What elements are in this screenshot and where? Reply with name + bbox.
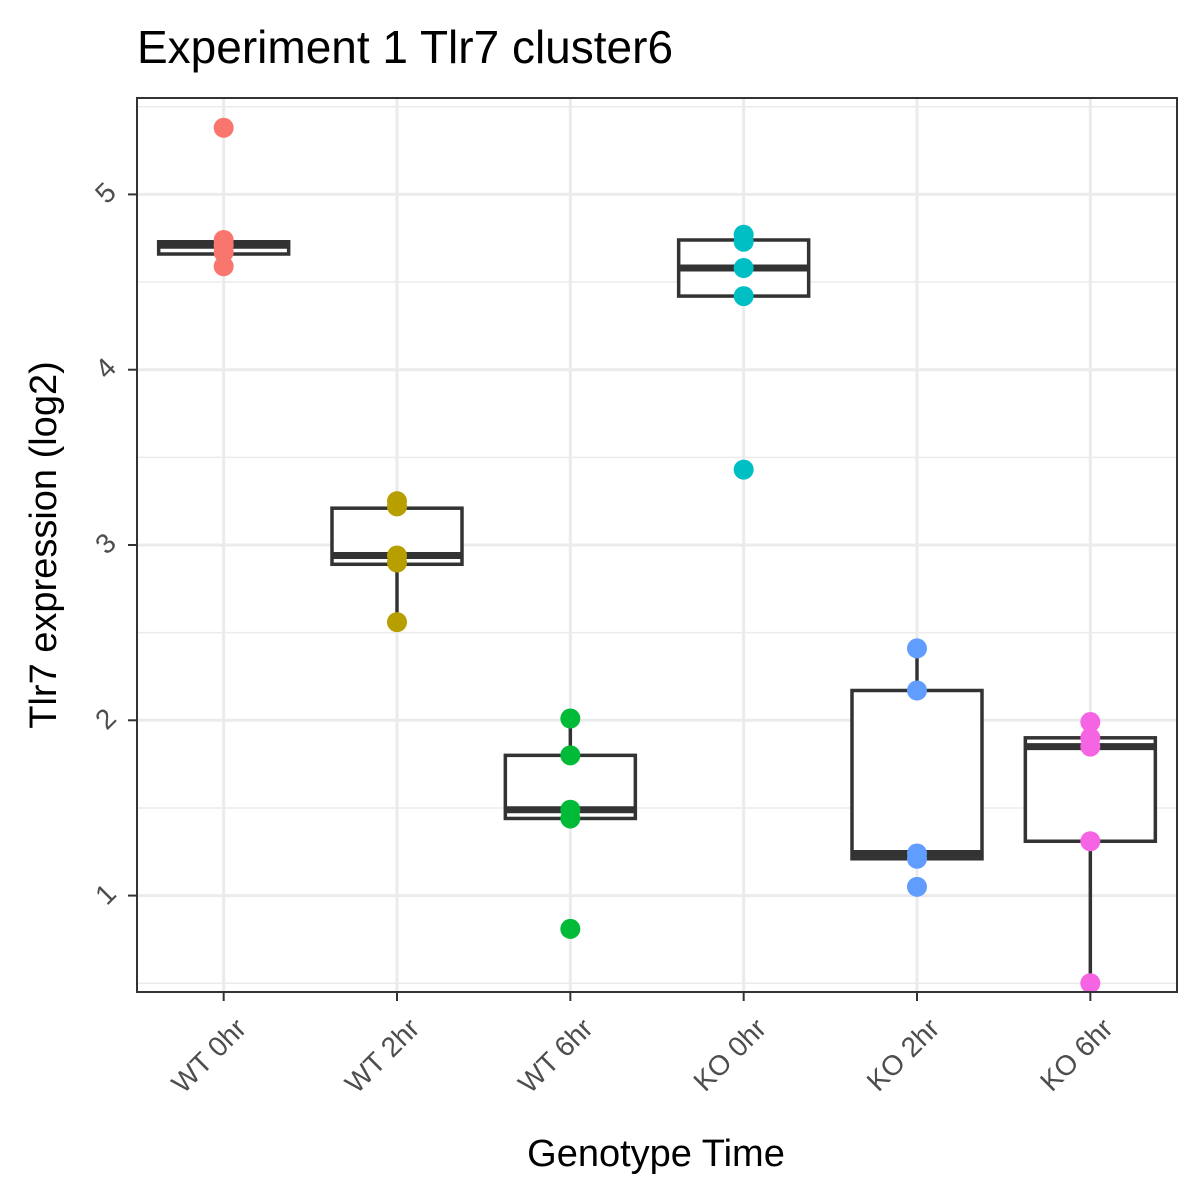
- data-point: [560, 745, 581, 766]
- data-point: [907, 638, 927, 659]
- data-point: [733, 286, 754, 307]
- y-tick-label: 4: [89, 352, 122, 385]
- data-point: [907, 680, 927, 701]
- data-point: [387, 552, 407, 573]
- data-point: [213, 242, 234, 263]
- x-tick-label: WT 6hr: [512, 1012, 598, 1098]
- y-axis-title: Tlr7 expression (log2): [23, 361, 65, 728]
- data-point: [1080, 831, 1101, 852]
- data-point: [1080, 973, 1101, 994]
- x-tick-label: KO 0hr: [687, 1012, 772, 1097]
- data-point: [387, 612, 407, 633]
- data-point: [733, 459, 754, 480]
- data-point: [907, 876, 927, 897]
- data-points: [213, 117, 1101, 994]
- data-point: [733, 258, 754, 279]
- data-point: [560, 708, 581, 729]
- x-tick-label: KO 6hr: [1034, 1012, 1119, 1097]
- y-tick-label: 2: [89, 702, 122, 735]
- data-point: [1080, 736, 1101, 757]
- x-axis-title: Genotype Time: [527, 1133, 785, 1175]
- grid-lines: [137, 98, 1177, 992]
- x-tick-label: WT 2hr: [339, 1012, 425, 1098]
- data-point: [213, 117, 234, 138]
- data-point: [733, 231, 754, 252]
- data-point: [387, 496, 407, 517]
- data-point: [560, 808, 581, 829]
- x-tick-label: KO 2hr: [861, 1012, 946, 1097]
- y-tick-label: 5: [89, 176, 122, 209]
- x-tick-label: WT 0hr: [166, 1012, 252, 1098]
- y-tick-label: 1: [89, 878, 122, 911]
- data-point: [213, 256, 234, 277]
- data-point: [1080, 712, 1101, 733]
- y-tick-label: 3: [89, 527, 122, 560]
- box: [850, 688, 984, 861]
- data-point: [560, 918, 581, 939]
- data-point: [907, 848, 927, 869]
- chart-title: Experiment 1 Tlr7 cluster6: [137, 21, 673, 73]
